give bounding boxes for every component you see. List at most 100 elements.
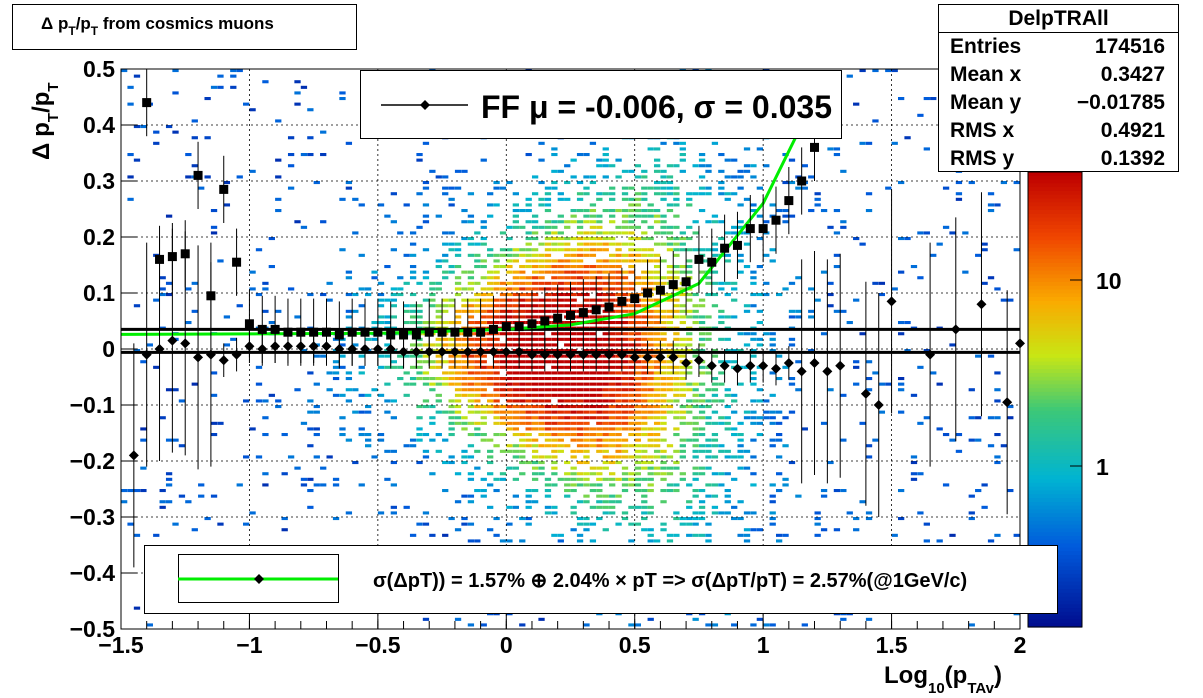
heat-cell	[525, 231, 532, 235]
heat-cell	[531, 382, 539, 386]
heat-cell	[641, 220, 648, 224]
heat-cell	[673, 483, 680, 487]
heat-cell	[576, 382, 584, 386]
heat-cell	[467, 494, 475, 498]
heat-cell	[634, 472, 641, 476]
heat-cell	[628, 209, 635, 213]
heat-cell	[384, 365, 391, 369]
heat-cell	[673, 416, 680, 420]
heat-cell	[570, 287, 577, 291]
heat-cell	[474, 388, 481, 392]
heat-cell	[942, 433, 950, 437]
heat-cell	[474, 337, 481, 341]
heat-cell	[692, 304, 699, 308]
heat-cell	[557, 377, 564, 381]
heat-cell	[679, 304, 686, 308]
heat-cell	[641, 494, 648, 498]
heat-cell	[865, 209, 873, 213]
heat-cell	[718, 321, 725, 325]
heat-cell	[589, 181, 597, 185]
mean-marker	[783, 358, 794, 368]
heat-cell	[294, 388, 301, 392]
heat-cell	[551, 337, 558, 341]
heat-cell	[698, 393, 706, 397]
heat-cell	[653, 315, 661, 319]
heat-cell	[609, 365, 616, 369]
mean-marker	[514, 346, 525, 357]
heat-cell	[519, 365, 526, 369]
heat-cell	[756, 617, 764, 621]
heat-cell	[474, 321, 481, 325]
heat-cell	[249, 108, 256, 112]
heat-cell	[557, 293, 564, 297]
colorbar-segment	[1028, 395, 1082, 401]
heat-cell	[140, 125, 147, 129]
colorbar-segment	[1028, 244, 1082, 249]
heat-cell	[686, 332, 693, 336]
heat-cell	[589, 343, 597, 347]
heat-cell	[596, 365, 603, 369]
heat-cell	[609, 416, 616, 420]
heat-cell	[287, 455, 295, 459]
heat-cell	[621, 388, 629, 392]
heat-cell	[647, 365, 654, 369]
heat-cell	[628, 332, 635, 336]
heat-cell	[551, 444, 558, 448]
heat-cell	[467, 393, 475, 397]
heat-cell	[454, 393, 462, 397]
heat-cell	[769, 203, 776, 207]
colorbar-segment	[1028, 209, 1082, 215]
heat-cell	[564, 293, 571, 297]
heat-cell	[865, 360, 873, 364]
heat-cell	[512, 365, 519, 369]
heat-cell	[454, 416, 462, 420]
heat-cell	[589, 360, 597, 364]
heat-cell	[576, 343, 584, 347]
heat-cell	[589, 298, 597, 302]
sigma-marker	[450, 327, 460, 337]
heat-cell	[602, 449, 609, 453]
heat-cell	[653, 147, 661, 151]
heat-cell	[609, 455, 616, 459]
heat-cell	[467, 304, 475, 308]
heat-cell	[287, 164, 295, 168]
heat-cell	[756, 147, 764, 151]
heat-cell	[422, 141, 430, 145]
heat-cell	[493, 533, 500, 537]
heat-cell	[377, 393, 385, 397]
heat-cell	[609, 477, 616, 481]
heat-cell	[435, 259, 442, 263]
heat-cell	[564, 259, 571, 263]
heat-cell	[596, 472, 603, 476]
heat-cell	[602, 337, 609, 341]
heat-cell	[551, 466, 558, 470]
heat-cell	[448, 371, 455, 375]
sigma-marker	[566, 310, 575, 320]
heat-cell	[352, 343, 359, 347]
heat-cell	[493, 477, 500, 481]
heat-cell	[621, 242, 629, 246]
heat-cell	[865, 517, 873, 521]
heat-cell	[564, 248, 571, 252]
heat-cell	[737, 455, 744, 459]
heat-cell	[365, 337, 372, 341]
heat-cell	[602, 410, 609, 414]
heat-cell	[596, 377, 603, 381]
heat-cell	[602, 505, 609, 509]
heat-cell	[641, 455, 648, 459]
heat-cell	[493, 444, 500, 448]
heat-cell	[461, 169, 468, 173]
heat-cell	[416, 225, 423, 229]
heat-cell	[339, 365, 346, 369]
heat-cell	[165, 477, 173, 481]
heat-cell	[666, 309, 674, 313]
heat-cell	[204, 136, 211, 140]
heat-cell	[596, 477, 603, 481]
heat-cell	[987, 192, 995, 196]
heat-cell	[711, 388, 719, 392]
heat-cell	[724, 455, 731, 459]
heat-cell	[448, 197, 455, 201]
heat-cell	[551, 421, 558, 425]
heat-cell	[564, 197, 571, 201]
heat-cell	[647, 617, 654, 621]
